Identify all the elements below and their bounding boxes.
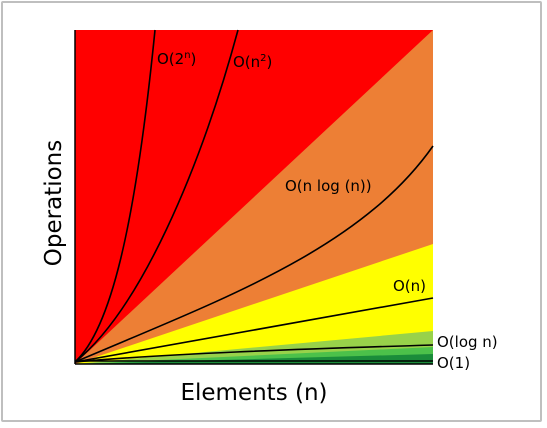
x-axis-title: Elements (n)	[180, 380, 327, 406]
curve-label-linear: O(n)	[393, 277, 426, 295]
curve-quadratic	[74, 29, 239, 363]
curve-linear	[74, 297, 434, 363]
curve-label-log: O(log n)	[437, 333, 498, 351]
curve-log	[74, 344, 434, 363]
curve-label-quadratic: O(n2)	[233, 53, 272, 71]
curve-nlogn	[74, 145, 434, 363]
curve-label-exponential: O(2n)	[157, 50, 196, 68]
curve-exponential	[74, 29, 156, 363]
curve-label-constant: O(1)	[437, 354, 470, 372]
complexity-curves	[74, 29, 434, 363]
y-axis-title: Operations	[41, 140, 67, 266]
curve-label-nlogn: O(n log (n))	[285, 177, 372, 195]
region-fair	[75, 244, 433, 364]
complexity-regions	[75, 30, 433, 364]
